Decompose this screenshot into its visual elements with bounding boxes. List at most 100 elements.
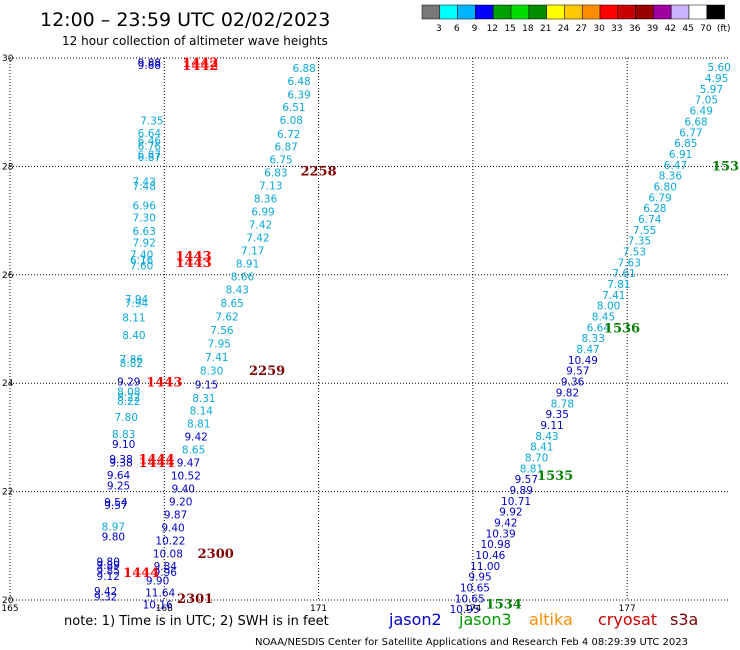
wave-height-value: 7.62 bbox=[215, 312, 238, 324]
wave-height-value: 7.56 bbox=[210, 325, 234, 337]
colorbar-label: 36 bbox=[629, 24, 641, 34]
wave-height-value: 8.83 bbox=[112, 429, 135, 441]
x-tick-label: 171 bbox=[310, 604, 327, 614]
wave-height-value: 7.13 bbox=[259, 180, 282, 192]
colorbar-label: 27 bbox=[576, 24, 587, 34]
wave-height-value: 9.95 bbox=[468, 572, 491, 584]
wave-height-value: 4.95 bbox=[705, 73, 728, 85]
wave-height-value: 8.31 bbox=[192, 393, 215, 405]
wave-height-value: 10.71 bbox=[501, 496, 531, 508]
wave-height-value: 9.40 bbox=[172, 483, 195, 495]
wave-height-value: 7.05 bbox=[695, 95, 718, 107]
wave-height-value: 6.63 bbox=[133, 226, 156, 238]
wave-height-value: 9.92 bbox=[499, 507, 522, 519]
wave-height-value: 6.83 bbox=[264, 167, 287, 179]
footer-note: note: 1) Time is in UTC; 2) SWH is in fe… bbox=[64, 614, 329, 629]
colorbar-swatch bbox=[653, 4, 672, 20]
wave-height-value: 9.15 bbox=[195, 379, 218, 391]
wave-height-value: 6.75 bbox=[269, 154, 292, 166]
wave-height-value: 7.41 bbox=[205, 352, 228, 364]
wave-height-value: 6.39 bbox=[287, 89, 310, 101]
colorbar-swatch bbox=[617, 4, 636, 20]
wave-height-value: 10.98 bbox=[480, 539, 510, 551]
grid-lines bbox=[9, 57, 730, 601]
wave-height-value: 9.38 bbox=[109, 454, 132, 466]
wave-height-value: 8.65 bbox=[220, 298, 243, 310]
colorbar-label: 70 bbox=[700, 24, 712, 34]
pass-time-label: 1444 bbox=[138, 453, 174, 468]
pass-time-label: 1535 bbox=[537, 469, 573, 484]
wave-height-value: 9.35 bbox=[546, 409, 569, 421]
colorbar-swatch bbox=[599, 4, 619, 20]
wave-height-value: 6.49 bbox=[690, 106, 713, 118]
wave-height-value: 8.22 bbox=[117, 392, 140, 404]
colorbar-label: 3 bbox=[436, 24, 442, 34]
x-tick-label: 177 bbox=[619, 604, 636, 614]
wave-height-value: 8.36 bbox=[659, 171, 683, 183]
wave-height-value: 10.16 bbox=[143, 599, 173, 611]
wave-height-value: 9.84 bbox=[154, 561, 178, 573]
wave-height-value: 6.51 bbox=[282, 102, 305, 114]
colorbar-label: 9 bbox=[472, 24, 478, 34]
wave-height-value: 6.77 bbox=[679, 127, 702, 139]
wave-height-value: 7.94 bbox=[125, 298, 149, 310]
wave-height-value: 7.17 bbox=[241, 245, 264, 257]
y-tick-label: 20 bbox=[2, 596, 14, 606]
wave-height-value: 9.42 bbox=[184, 431, 207, 443]
y-axis-ticks: 30 28 26 24 22 20 bbox=[2, 54, 14, 606]
wave-height-value: 8.08 bbox=[117, 386, 140, 398]
colorbar-swatch bbox=[581, 4, 601, 20]
pass-time-label: 1444 bbox=[123, 566, 159, 581]
pass-time-label: 1444 bbox=[138, 456, 174, 471]
wave-height-value: 9.64 bbox=[107, 470, 131, 482]
pass-time-label: 1442 bbox=[182, 56, 218, 71]
colorbar-label: 39 bbox=[647, 24, 659, 34]
wave-height-value: 9.96 bbox=[154, 567, 178, 579]
wave-height-value: 6.91 bbox=[669, 149, 692, 161]
wave-height-value: 8.45 bbox=[592, 312, 615, 324]
wave-height-value: 9.88 bbox=[138, 57, 161, 69]
x-tick-label: 174 bbox=[464, 604, 481, 614]
wave-height-value: 6.76 bbox=[138, 141, 162, 153]
pass-time-label: 1443 bbox=[176, 249, 212, 264]
wave-height-value: 10.52 bbox=[171, 470, 201, 482]
wave-height-value: 10.39 bbox=[486, 528, 516, 540]
wave-height-value: 8.91 bbox=[236, 258, 259, 270]
wave-height-value: 7.48 bbox=[133, 181, 156, 193]
wave-height-value: 9.25 bbox=[107, 481, 130, 493]
x-axis-ticks: 165 168 171 174 177 bbox=[1, 604, 635, 614]
wave-height-value: 8.41 bbox=[530, 442, 553, 454]
legend-cryosat: cryosat bbox=[598, 610, 657, 629]
colorbar-label: 6 bbox=[454, 24, 460, 34]
footer-credit: NOAA/NESDIS Center for Satellite Applica… bbox=[255, 637, 688, 648]
wave-height-value: 7.94 bbox=[125, 294, 149, 306]
legend-s3a: s3a bbox=[670, 610, 698, 629]
wave-height-value: 5.60 bbox=[708, 62, 731, 74]
wave-height-value: 9.57 bbox=[104, 500, 127, 512]
wave-height-value: 7.35 bbox=[140, 115, 163, 127]
wave-height-value: 8.22 bbox=[117, 396, 140, 408]
wave-height-value: 8.00 bbox=[597, 301, 620, 313]
wave-height-value: 6.28 bbox=[643, 203, 666, 215]
colorbar-swatch bbox=[528, 4, 547, 20]
colorbar-swatch bbox=[635, 4, 654, 20]
wave-height-value: 6.68 bbox=[684, 116, 707, 128]
colorbar-swatch bbox=[510, 4, 530, 20]
colorbar-label: 42 bbox=[665, 24, 676, 34]
y-tick-label: 28 bbox=[2, 162, 14, 172]
pass-time-label: 2258 bbox=[300, 165, 336, 180]
colorbar-label: 24 bbox=[558, 24, 570, 34]
wave-height-value: 9.88 bbox=[138, 60, 161, 72]
wave-height-value: 9.87 bbox=[164, 509, 187, 521]
wave-height-value: 9.57 bbox=[515, 474, 538, 486]
pass-time-label: 2300 bbox=[198, 547, 234, 562]
wave-height-value: 10.46 bbox=[475, 550, 505, 562]
pass-time-label: 1536 bbox=[604, 321, 640, 336]
wave-height-value: 10.08 bbox=[153, 548, 183, 560]
wave-height-value: 7.63 bbox=[618, 257, 641, 269]
wave-height-value: 8.36 bbox=[254, 193, 278, 205]
wave-height-value: 7.53 bbox=[623, 246, 646, 258]
colorbar-label: (ft) bbox=[717, 24, 731, 34]
wave-height-value: 11.00 bbox=[470, 561, 500, 573]
